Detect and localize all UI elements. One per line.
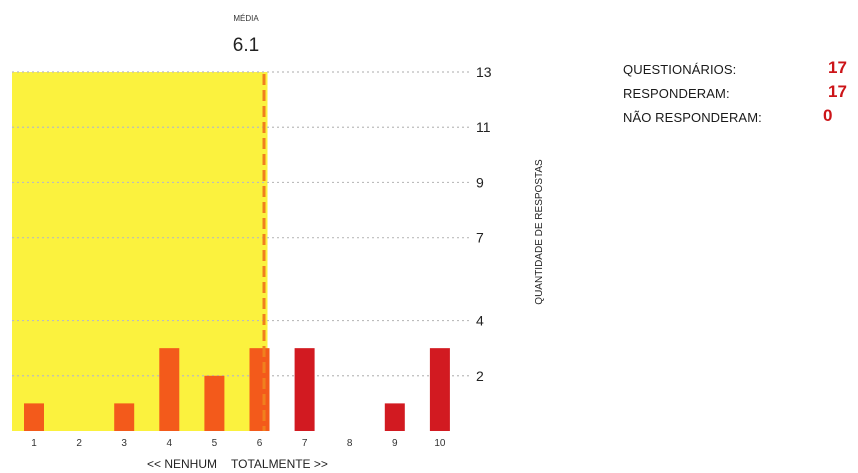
y-tick-label: 9 bbox=[476, 174, 484, 190]
highlight-area bbox=[12, 72, 268, 431]
bar-6 bbox=[249, 348, 270, 431]
stat-responderam-value: 17 bbox=[828, 82, 847, 101]
y-tick-label: 13 bbox=[476, 64, 492, 80]
x-tick-label: 6 bbox=[257, 438, 263, 449]
survey-bar-chart: 2 4 7 9 11 13 1 2 3 4 5 6 7 8 9 10 MÉDIA 6.1 QUANTIDAD… bbox=[12, 14, 545, 471]
x-tick-label: 3 bbox=[121, 438, 127, 449]
mean-value: 6.1 bbox=[233, 35, 259, 56]
stat-questionarios-label: QUESTIONÁRIOS: bbox=[623, 62, 737, 77]
x-axis-label-left: << NENHUM bbox=[147, 457, 217, 471]
stat-responderam: RESPONDERAM: 17 bbox=[623, 82, 853, 104]
grid-lines bbox=[12, 71, 470, 377]
stat-nao-responderam: NÃO RESPONDERAM: 0 bbox=[623, 106, 853, 128]
bar-1 bbox=[24, 403, 44, 431]
stat-questionarios: QUESTIONÁRIOS: 17 bbox=[623, 58, 853, 80]
y-tick-label: 11 bbox=[476, 119, 491, 135]
y-axis-label: QUANTIDADE DE RESPOSTAS bbox=[534, 159, 545, 305]
bar-5 bbox=[204, 375, 225, 431]
bar-9 bbox=[384, 403, 405, 431]
x-tick-label: 10 bbox=[434, 438, 446, 449]
x-tick-label: 7 bbox=[302, 438, 308, 449]
mean-label: MÉDIA bbox=[233, 14, 259, 23]
y-tick-label: 2 bbox=[476, 368, 484, 384]
x-tick-label: 2 bbox=[76, 438, 82, 449]
x-tick-label: 5 bbox=[212, 438, 218, 449]
x-tick-labels: 1 2 3 4 5 6 7 8 9 10 bbox=[31, 438, 446, 449]
stat-nao-responderam-value: 0 bbox=[823, 106, 833, 125]
y-tick-labels: 2 4 7 9 11 13 bbox=[476, 64, 492, 384]
bar-3 bbox=[114, 403, 135, 431]
stat-nao-responderam-label: NÃO RESPONDERAM: bbox=[623, 110, 762, 125]
bar-7 bbox=[294, 348, 315, 431]
y-tick-label: 7 bbox=[476, 230, 484, 246]
x-tick-label: 8 bbox=[347, 438, 353, 449]
y-tick-label: 4 bbox=[476, 313, 484, 329]
bars bbox=[24, 348, 450, 431]
x-axis-label-right: TOTALMENTE >> bbox=[231, 457, 328, 471]
bar-4 bbox=[159, 348, 180, 431]
stat-responderam-label: RESPONDERAM: bbox=[623, 86, 730, 101]
x-tick-label: 1 bbox=[31, 438, 37, 449]
bar-10 bbox=[429, 348, 450, 431]
response-stats: QUESTIONÁRIOS: 17 RESPONDERAM: 17 NÃO RE… bbox=[623, 58, 853, 130]
stat-questionarios-value: 17 bbox=[828, 58, 847, 77]
x-tick-label: 9 bbox=[392, 438, 398, 449]
x-tick-label: 4 bbox=[167, 438, 173, 449]
